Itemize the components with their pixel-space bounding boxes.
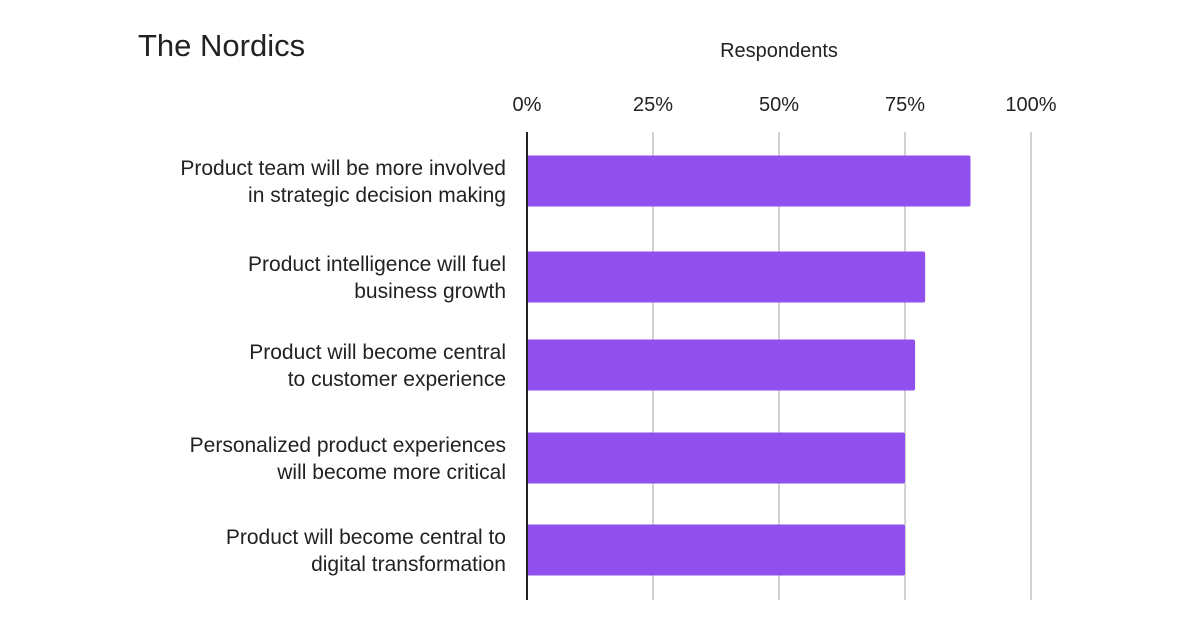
category-label-line: Product intelligence will fuel xyxy=(248,253,506,276)
x-tick-labels: 0% 25% 50% 75% 100% xyxy=(513,94,1057,116)
category-label-line: digital transformation xyxy=(311,553,506,576)
category-label-line: business growth xyxy=(354,280,506,303)
x-tick-label: 0% xyxy=(513,94,542,116)
x-tick-label: 75% xyxy=(885,94,925,116)
category-label: Personalized product experiences will bec… xyxy=(190,434,506,484)
bar-1 xyxy=(527,155,971,207)
x-tick-label: 50% xyxy=(759,94,799,116)
bar-4 xyxy=(527,432,905,484)
category-label: Product will become central to digital tr… xyxy=(226,526,506,576)
category-labels: Product team will be more involved in str… xyxy=(180,157,506,576)
x-axis-title: Respondents xyxy=(720,40,838,62)
x-tick-label: 100% xyxy=(1005,94,1056,116)
bar-5 xyxy=(527,524,905,576)
category-label-line: Product team will be more involved xyxy=(180,157,506,180)
bar-2 xyxy=(527,251,926,303)
x-tick-label: 25% xyxy=(633,94,673,116)
category-label: Product team will be more involved in str… xyxy=(180,157,506,207)
chart-title: The Nordics xyxy=(138,28,306,63)
category-label-line: in strategic decision making xyxy=(248,184,506,207)
category-label-line: to customer experience xyxy=(288,368,506,391)
category-label-line: will become more critical xyxy=(276,461,506,484)
category-label: Product intelligence will fuel business g… xyxy=(248,253,506,303)
category-label-line: Product will become central to xyxy=(226,526,506,549)
bar-3 xyxy=(527,339,916,391)
category-label-line: Personalized product experiences xyxy=(190,434,506,457)
bars xyxy=(527,155,971,576)
category-label: Product will become central to customer e… xyxy=(249,341,506,391)
category-label-line: Product will become central xyxy=(249,341,506,364)
